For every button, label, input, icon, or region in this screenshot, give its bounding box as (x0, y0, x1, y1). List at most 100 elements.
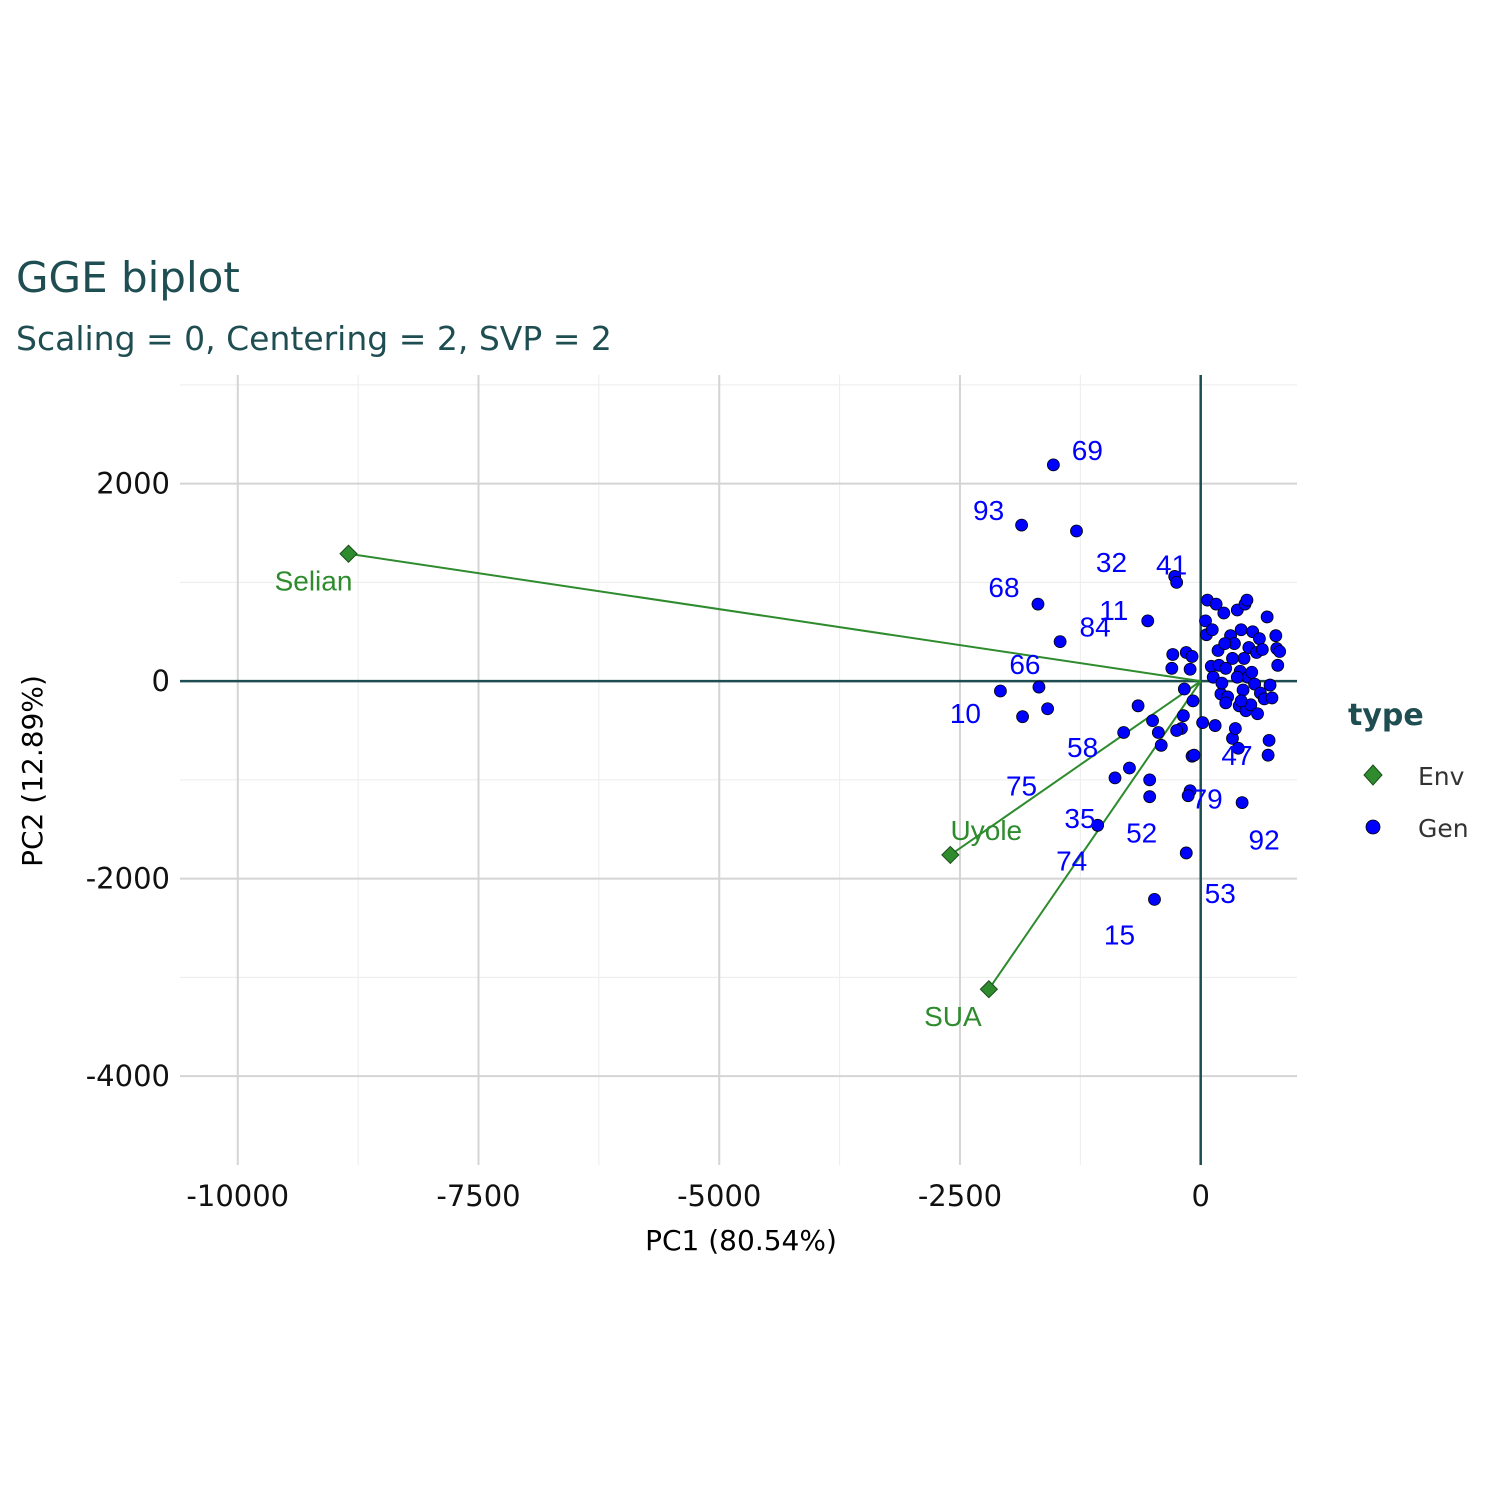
genotype-point (1170, 724, 1184, 737)
genotype-label: 58 (1067, 732, 1098, 763)
genotype-label: 10 (950, 698, 981, 729)
genotype-point (1260, 610, 1274, 624)
environment-vector (988, 680, 1202, 990)
environment-points (339, 544, 999, 999)
genotype-point (1236, 683, 1250, 697)
genotype-point (1091, 818, 1105, 832)
genotype-point (1179, 846, 1193, 860)
genotype-point (1245, 665, 1259, 679)
genotype-point (1234, 623, 1248, 637)
genotype-point (1032, 680, 1046, 694)
genotype-point (1234, 694, 1248, 708)
genotype-point (1165, 661, 1179, 675)
genotype-point (1226, 652, 1239, 665)
genotype-point (1176, 709, 1190, 723)
genotype-point (1041, 702, 1055, 716)
genotype-point (1151, 726, 1165, 739)
genotype-point (1141, 614, 1155, 628)
genotype-point (1231, 741, 1245, 755)
genotype-point (1053, 635, 1067, 649)
genotype-label: 15 (1104, 919, 1135, 950)
genotype-point (1170, 575, 1184, 589)
axes: -10000 -7500 -5000 -2500 0 -4000 -2000 0 2000 (86, 375, 1297, 1213)
genotype-point (1123, 761, 1136, 775)
genotype-label: 84 (1080, 612, 1111, 643)
genotype-point (1199, 614, 1212, 628)
genotype-label: 35 (1064, 803, 1095, 834)
genotype-point (1046, 458, 1060, 472)
genotype-point (1215, 676, 1229, 690)
genotype-point (1255, 643, 1269, 656)
genotype-point (1131, 699, 1145, 713)
legend-env-label: Env (1418, 762, 1465, 791)
y-axis-title: PC2 (12.89%) (16, 675, 49, 867)
environment-vectors (348, 552, 1202, 990)
genotype-point (1248, 677, 1262, 691)
genotype-label: 74 (1056, 845, 1087, 876)
genotype-point (1235, 796, 1249, 809)
genotype-point (1148, 892, 1161, 906)
genotype-point (1185, 650, 1199, 663)
environment-vector (949, 680, 1202, 856)
genotype-point (1177, 682, 1191, 696)
genotype-label: 69 (1072, 435, 1103, 466)
genotype-point (1183, 662, 1197, 676)
environment-label: Uyole (951, 815, 1023, 846)
genotype-point (1181, 789, 1195, 803)
genotype-label: 92 (1249, 825, 1280, 856)
genotype-point (1143, 790, 1157, 804)
genotype-point (1219, 661, 1233, 675)
environment-point (941, 845, 960, 865)
environment-label: Selian (275, 566, 353, 597)
legend-gen-label: Gen (1418, 814, 1469, 843)
legend: type Env Gen (1348, 698, 1469, 843)
x-axis-title: PC1 (80.54%) (645, 1224, 837, 1257)
genotype-point (1228, 722, 1242, 735)
genotype-point (1219, 696, 1233, 710)
chart-subtitle: Scaling = 0, Centering = 2, SVP = 2 (16, 319, 612, 358)
genotype-point (1261, 748, 1275, 762)
genotype-label: 68 (988, 572, 1019, 603)
genotype-point (1187, 748, 1201, 762)
genotype-point (1269, 629, 1283, 643)
genotype-point (1070, 524, 1083, 538)
point-labels: 69 93 32 41 68 11 66 84 10 58 75 47 35 52 79 92 74 53 15 Se… (275, 435, 1280, 1032)
genotype-label: 32 (1096, 547, 1127, 578)
genotype-point (1263, 678, 1277, 692)
x-tick-label: -5000 (677, 1179, 761, 1213)
genotype-point (1208, 719, 1222, 732)
genotype-point (1218, 637, 1232, 650)
genotype-point (1154, 738, 1168, 752)
genotype-point (1016, 710, 1029, 724)
y-tick-label: -2000 (86, 862, 170, 896)
genotype-point (1237, 652, 1251, 665)
genotype-point (1143, 773, 1157, 787)
genotype-label: 47 (1221, 740, 1252, 771)
genotype-point (1273, 645, 1287, 658)
environment-point (339, 544, 358, 563)
genotype-label: 93 (973, 495, 1004, 526)
legend-env-diamond-icon (1363, 764, 1383, 786)
genotype-label: 66 (1009, 649, 1040, 680)
genotype-point (1146, 714, 1159, 728)
genotype-point (1240, 593, 1254, 607)
x-tick-label: 0 (1191, 1179, 1209, 1213)
genotype-point (1271, 658, 1285, 672)
genotype-point (994, 684, 1007, 698)
y-tick-label: 0 (152, 664, 170, 698)
genotype-point (1230, 670, 1244, 684)
genotype-point (1186, 694, 1200, 708)
genotype-point (1217, 606, 1231, 620)
y-tick-label: -4000 (86, 1059, 170, 1093)
genotype-point (1209, 597, 1223, 611)
genotype-label: 53 (1205, 878, 1236, 909)
genotype-point (1108, 771, 1122, 785)
genotype-point (1166, 648, 1180, 661)
chart-title: GGE biplot (16, 253, 240, 302)
genotype-point (1031, 597, 1045, 611)
x-tick-label: -2500 (918, 1179, 1002, 1213)
x-tick-label: -10000 (186, 1179, 289, 1213)
genotype-point (1253, 632, 1266, 646)
genotype-point (1205, 623, 1219, 637)
